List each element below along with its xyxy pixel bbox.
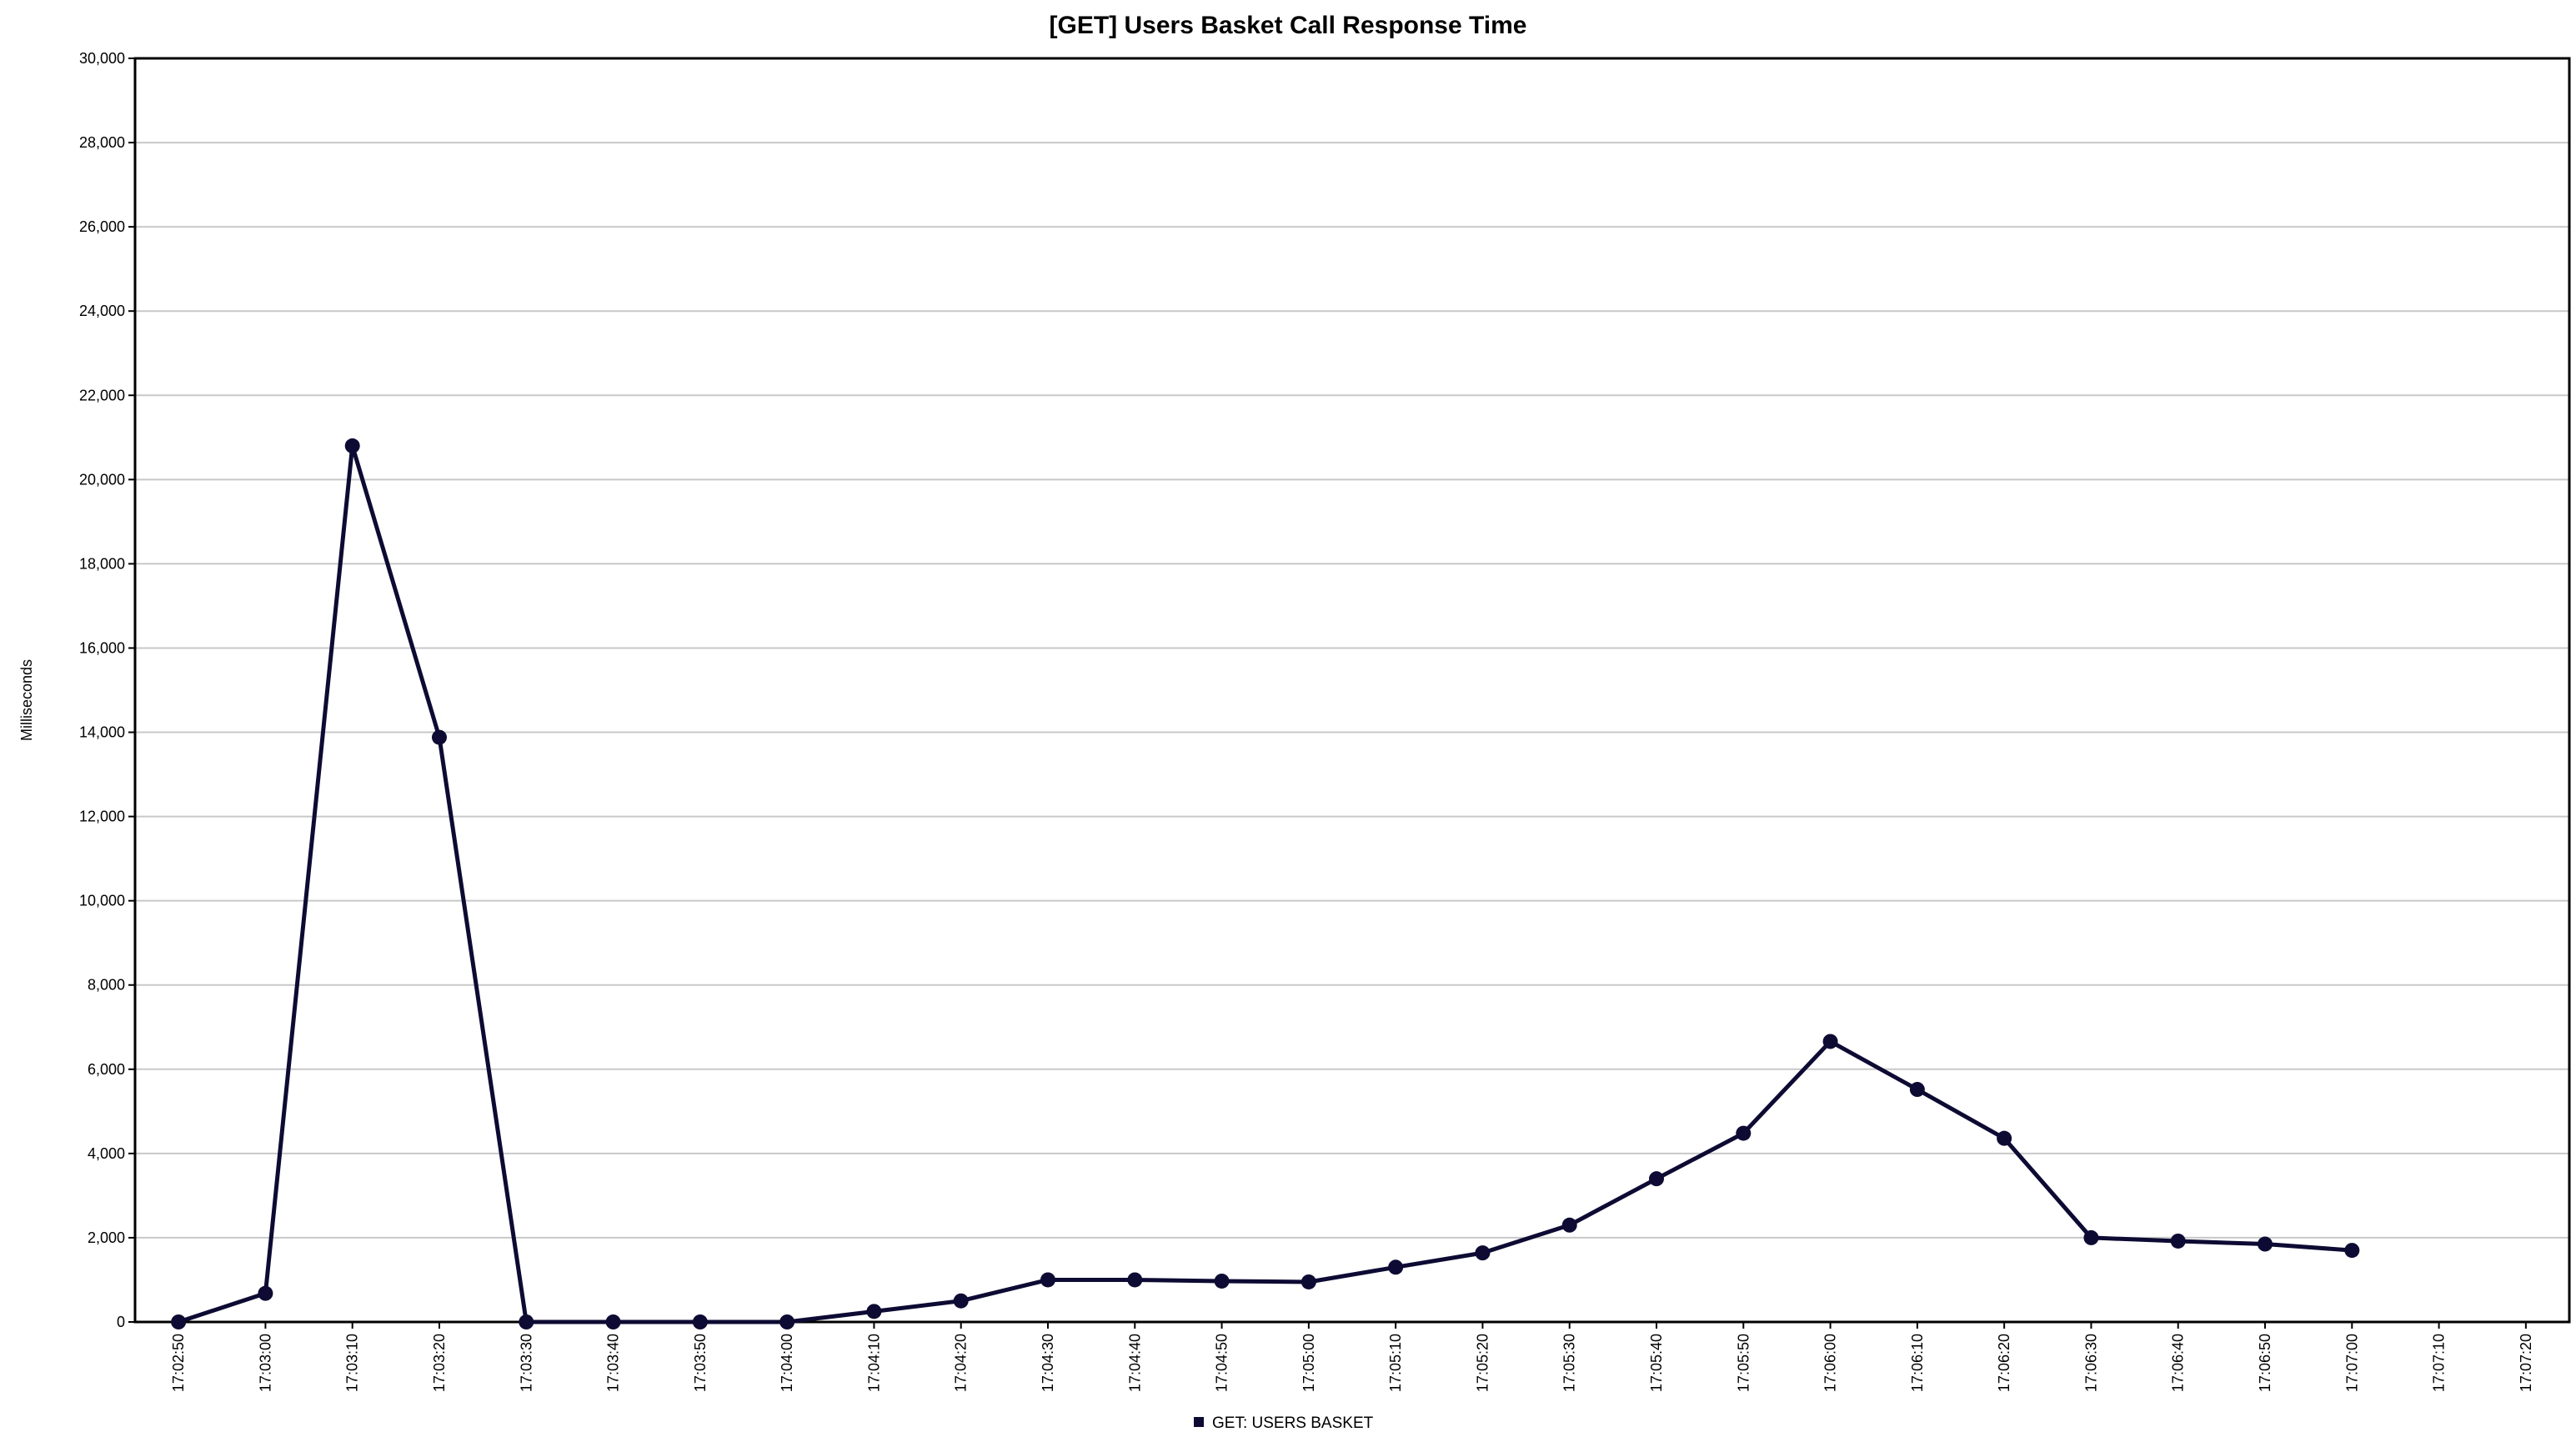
x-tick-label: 17:04:20 — [953, 1334, 970, 1392]
x-tick-label: 17:03:50 — [692, 1334, 709, 1392]
data-point — [171, 1314, 187, 1329]
data-point — [1561, 1217, 1577, 1233]
data-point — [1127, 1272, 1143, 1288]
data-point — [519, 1314, 534, 1329]
x-tick-label: 17:06:00 — [1822, 1334, 1839, 1392]
y-tick-label: 12,000 — [79, 809, 125, 825]
series-line — [178, 443, 2353, 1324]
data-point — [1388, 1259, 1404, 1275]
y-tick-label: 0 — [117, 1314, 125, 1330]
y-tick-label: 22,000 — [79, 387, 125, 403]
y-tick-label: 2,000 — [88, 1229, 125, 1246]
x-tick-label: 17:05:30 — [1561, 1334, 1578, 1392]
legend: GET: USERS BASKET — [1194, 1414, 1374, 1432]
x-tick-label: 17:04:50 — [1214, 1334, 1230, 1392]
x-tick-label: 17:02:50 — [170, 1334, 187, 1392]
data-point — [2170, 1233, 2186, 1249]
chart-title: [GET] Users Basket Call Response Time — [1050, 12, 1527, 39]
y-tick-label: 24,000 — [79, 303, 125, 319]
x-tick-label: 17:04:30 — [1040, 1334, 1056, 1392]
data-point — [1214, 1273, 1230, 1289]
y-tick-label: 14,000 — [79, 724, 125, 741]
y-tick-label: 4,000 — [88, 1145, 125, 1162]
x-tick-label: 17:05:50 — [1735, 1334, 1752, 1392]
data-point — [1822, 1034, 1838, 1049]
x-tick-label: 17:03:20 — [431, 1334, 448, 1392]
x-tick-label: 17:05:10 — [1387, 1334, 1404, 1392]
y-tick-label: 10,000 — [79, 893, 125, 909]
data-point — [692, 1314, 708, 1329]
data-point — [2344, 1243, 2360, 1259]
x-tick-label: 17:05:40 — [1648, 1334, 1665, 1392]
y-tick-label: 28,000 — [79, 134, 125, 151]
series-layer — [171, 438, 2360, 1329]
data-point — [1736, 1125, 1752, 1141]
data-point — [1649, 1171, 1664, 1187]
x-tick-label: 17:05:20 — [1474, 1334, 1491, 1392]
x-tick-label: 17:05:00 — [1301, 1334, 1317, 1392]
plot-area-frame — [133, 57, 2571, 1324]
x-tick-label: 17:07:10 — [2431, 1334, 2448, 1392]
x-tick-label: 17:04:10 — [865, 1334, 882, 1392]
data-point — [953, 1293, 969, 1309]
y-tick-label: 6,000 — [88, 1061, 125, 1078]
data-point — [1909, 1082, 1925, 1098]
y-tick-label: 20,000 — [79, 471, 125, 488]
grid-lines — [135, 142, 2569, 1239]
x-axis-ticks: 17:02:50 17:03:00 17:03:10 17:03:20 17:03:30… — [170, 1322, 2534, 1392]
data-point — [1997, 1130, 2012, 1146]
x-tick-label: 17:06:50 — [2257, 1334, 2273, 1392]
data-point — [258, 1285, 273, 1301]
data-point — [1301, 1274, 1316, 1289]
data-point — [779, 1314, 795, 1329]
y-tick-label: 26,000 — [79, 218, 125, 235]
legend-swatch — [1194, 1417, 1204, 1427]
data-point — [344, 438, 360, 453]
x-tick-label: 17:06:40 — [2170, 1334, 2187, 1392]
data-point — [432, 729, 447, 745]
x-tick-label: 17:06:30 — [2082, 1334, 2099, 1392]
x-tick-label: 17:03:10 — [344, 1334, 361, 1392]
data-point — [866, 1304, 882, 1319]
x-tick-label: 17:07:00 — [2343, 1334, 2360, 1392]
data-point — [1040, 1272, 1055, 1288]
x-tick-label: 17:06:20 — [1996, 1334, 2012, 1392]
x-tick-label: 17:07:20 — [2518, 1334, 2534, 1392]
y-tick-label: 18,000 — [79, 555, 125, 572]
data-point — [2083, 1229, 2099, 1245]
data-point — [2258, 1236, 2273, 1252]
y-axis-label: Milliseconds — [18, 659, 35, 741]
y-tick-label: 8,000 — [88, 977, 125, 994]
y-tick-label: 16,000 — [79, 639, 125, 656]
x-tick-label: 17:04:00 — [779, 1334, 795, 1392]
y-axis-ticks: 0 2,000 4,000 6,000 8,000 10,000 12,000 14,000 1… — [79, 50, 135, 1330]
data-point — [1475, 1245, 1491, 1261]
data-point — [605, 1314, 621, 1329]
y-tick-label: 30,000 — [79, 50, 125, 67]
legend-label: GET: USERS BASKET — [1212, 1414, 1374, 1432]
x-tick-label: 17:06:10 — [1909, 1334, 1926, 1392]
x-tick-label: 17:03:40 — [605, 1334, 622, 1392]
x-tick-label: 17:03:00 — [257, 1334, 273, 1392]
x-tick-label: 17:03:30 — [518, 1334, 534, 1392]
x-tick-label: 17:04:40 — [1126, 1334, 1143, 1392]
